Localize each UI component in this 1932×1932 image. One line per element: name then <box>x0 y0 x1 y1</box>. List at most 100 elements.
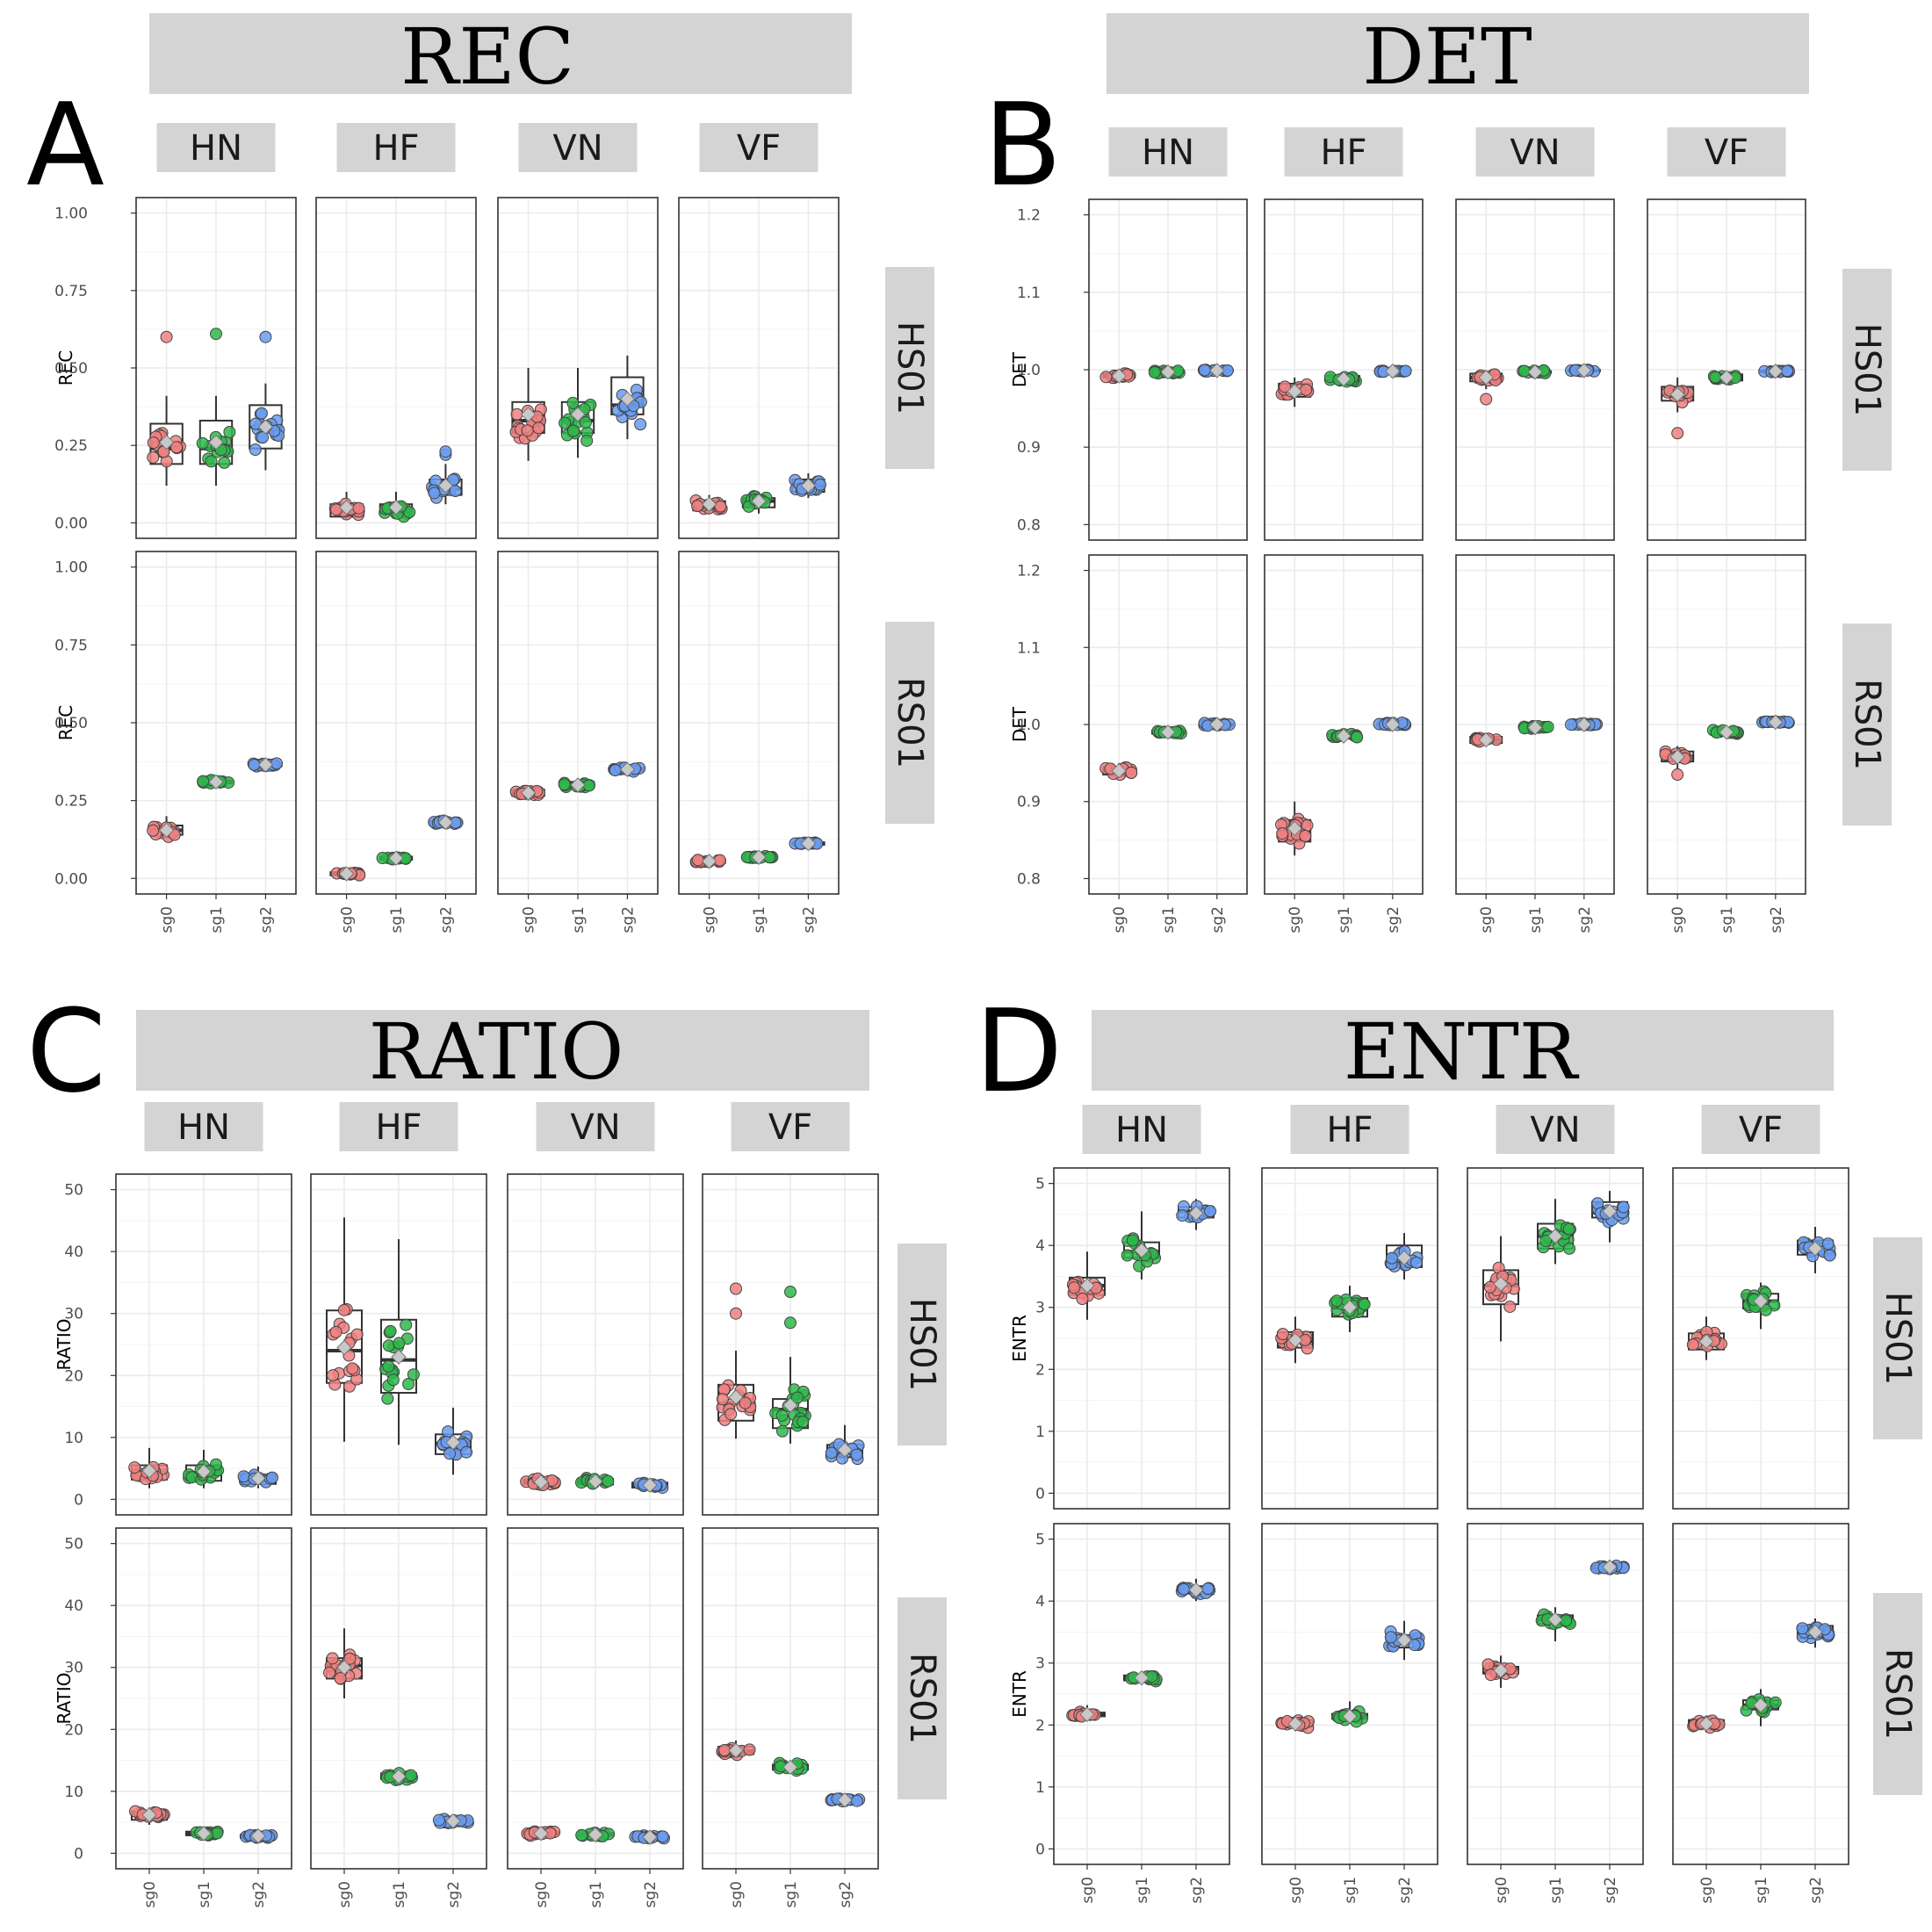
y-tick-label: 0 <box>1035 1485 1045 1503</box>
column-strip-label: HN <box>177 1107 230 1148</box>
column-strip-label: HF <box>372 128 419 169</box>
facet-border <box>135 197 297 539</box>
mean-marker <box>257 757 274 773</box>
y-tick-label: 0.75 <box>54 283 88 300</box>
data-point <box>825 1446 838 1460</box>
y-axis-label: RATIO <box>54 1672 75 1724</box>
x-tick-label: sg2 <box>1807 1877 1825 1903</box>
column-strip-label: VF <box>737 128 781 169</box>
data-point <box>1539 1234 1553 1247</box>
row-strip-rs01 <box>885 622 934 824</box>
data-point <box>249 443 262 456</box>
mean-marker <box>1287 383 1302 400</box>
mean-marker <box>619 761 636 777</box>
data-point <box>1769 1696 1782 1709</box>
chart-entr: D ENTR HN HF VN VF HS01 ENTR 0 1 2 3 4 5 RS01 ENTR 0 1 2 3 4… <box>975 984 1922 1903</box>
data-point <box>1541 720 1554 733</box>
y-tick-label: 20 <box>64 1367 83 1385</box>
data-point <box>334 1672 347 1685</box>
data-point <box>1198 364 1211 377</box>
data-point <box>386 1373 400 1387</box>
x-tick-label: sg0 <box>1478 906 1496 933</box>
x-tick-label: sg2 <box>437 906 455 933</box>
y-tick-label: 0.25 <box>54 437 88 455</box>
mean-marker <box>1547 1611 1563 1628</box>
mean-marker <box>1188 1205 1204 1222</box>
data-point <box>1796 1622 1809 1635</box>
x-tick-label: sg1 <box>782 1881 800 1907</box>
data-point <box>211 1827 224 1840</box>
y-tick-label: 4 <box>1035 1593 1045 1611</box>
data-point <box>1148 366 1161 379</box>
y-tick-label: 0.9 <box>1017 439 1041 457</box>
column-strip-label: HN <box>1115 1110 1168 1150</box>
outlier-point <box>784 1316 797 1330</box>
data-point <box>1483 1280 1496 1294</box>
mean-marker <box>1576 363 1592 378</box>
data-point <box>350 1328 364 1341</box>
data-point <box>1125 766 1138 779</box>
data-point <box>1176 1209 1189 1222</box>
data-point <box>266 1471 279 1484</box>
mean-marker <box>1602 1559 1618 1575</box>
x-tick-label: sg1 <box>208 906 226 933</box>
column-strip-label: HF <box>1320 133 1366 173</box>
x-tick-label: sg2 <box>837 1881 854 1907</box>
y-tick-label: 1.00 <box>54 559 88 577</box>
y-tick-label: 30 <box>64 1306 83 1323</box>
data-point <box>323 1666 336 1679</box>
mean-marker <box>619 391 636 407</box>
data-point <box>790 1391 804 1404</box>
mean-marker <box>1493 1276 1509 1292</box>
facet-rs01-hn: sg0 sg1 sg2 <box>1088 554 1248 933</box>
facet-hs01-hn <box>115 1173 292 1516</box>
column-strip-hn <box>144 1102 263 1151</box>
mean-marker <box>837 1791 853 1808</box>
x-tick-label: sg0 <box>1698 1877 1716 1903</box>
y-tick-label: 0.00 <box>54 870 88 888</box>
x-tick-label: sg2 <box>1768 906 1785 933</box>
data-point <box>384 1324 397 1337</box>
x-tick-label: sg0 <box>1287 906 1304 933</box>
facet-rs01-hn: sg0 sg1 sg2 <box>1053 1523 1230 1903</box>
mean-marker <box>1396 1632 1412 1648</box>
data-point <box>205 455 218 468</box>
mean-marker <box>1698 1333 1714 1350</box>
data-point <box>1351 731 1364 744</box>
y-axis-label: REC <box>55 350 76 386</box>
facet-hs01-hf <box>315 197 477 539</box>
data-point <box>609 764 622 777</box>
data-point <box>582 779 595 792</box>
data-point <box>1385 1251 1398 1265</box>
y-tick-label: 1.0 <box>1017 362 1041 379</box>
y-axis-label: DET <box>1009 351 1030 387</box>
data-point <box>343 1652 357 1665</box>
mean-marker <box>158 822 175 839</box>
facet-border <box>1647 198 1806 541</box>
data-point <box>147 436 160 450</box>
mean-marker <box>1527 719 1543 736</box>
facet-rs01-vf: sg0 sg1 sg2 <box>678 551 840 933</box>
y-tick-label: 1.2 <box>1017 563 1041 580</box>
data-point <box>1823 1249 1836 1262</box>
facet-rs01-vf: sg0 sg1 sg2 <box>1672 1523 1849 1903</box>
chart-det: B DET HN HF VN VF HS01 DET 0.8 0.9 1.0 1.1 1.2 RS01 DE… <box>984 11 1892 933</box>
data-point <box>352 501 365 515</box>
chart-ratio: C RATIO HN HF VN VF HS01 RATIO 0 10 20 30 40 50 RS01 RA… <box>26 984 947 1907</box>
mean-marker <box>391 1349 407 1365</box>
data-point <box>1330 1294 1344 1308</box>
x-tick-label: sg2 <box>445 1881 463 1907</box>
y-tick-label: 1.0 <box>1017 717 1041 734</box>
y-tick-label: 0 <box>74 1845 83 1863</box>
y-tick-label: 40 <box>64 1597 83 1615</box>
facet-hs01-vf <box>1647 198 1806 541</box>
facet-border <box>115 1173 292 1516</box>
column-strip-vn <box>518 123 638 172</box>
x-tick-label: sg0 <box>728 1881 746 1907</box>
metric-title: RATIO <box>369 1006 624 1097</box>
column-strip-label: VF <box>768 1107 812 1148</box>
data-point <box>403 506 416 519</box>
x-tick-label: sg1 <box>1342 1877 1359 1903</box>
row-strip-rs01 <box>898 1597 947 1799</box>
column-strip-label: HN <box>190 128 242 169</box>
